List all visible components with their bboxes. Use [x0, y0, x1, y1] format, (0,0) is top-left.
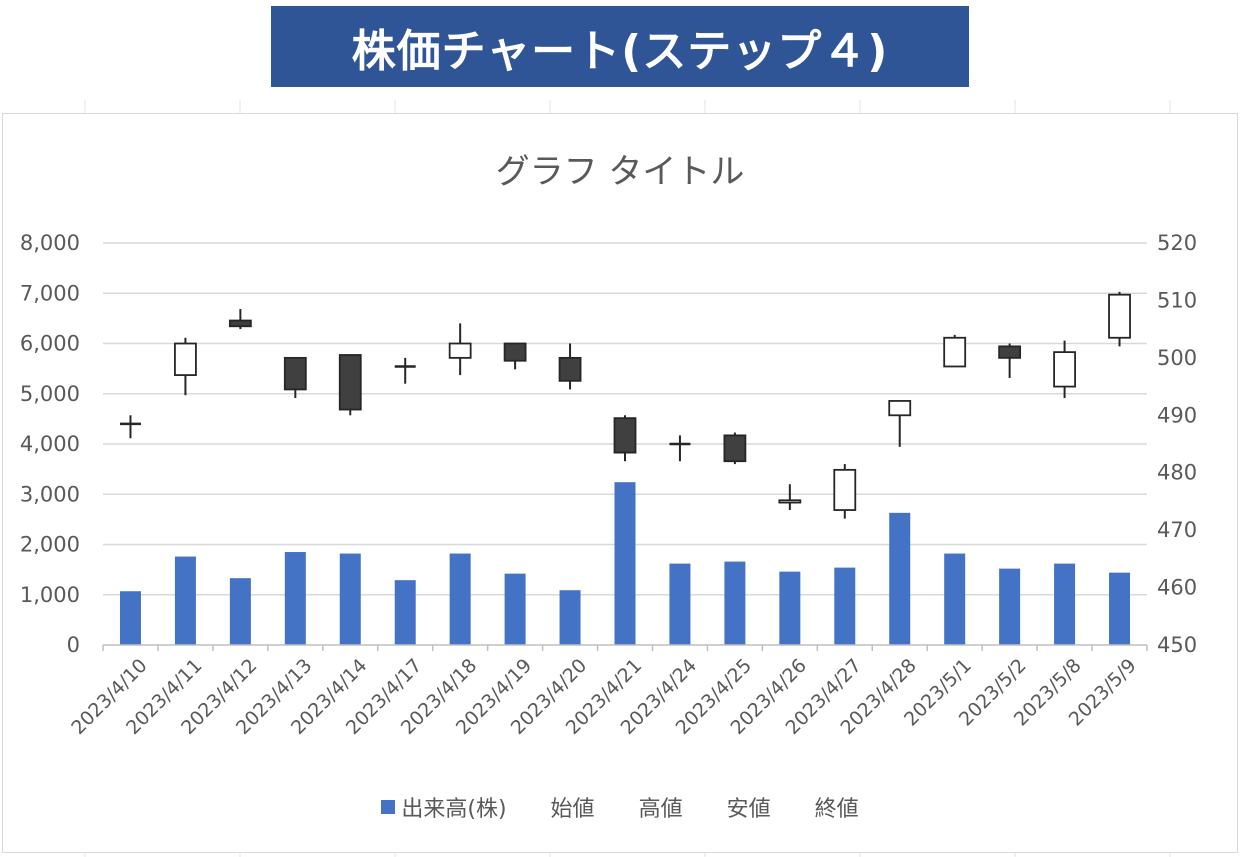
candle-body — [778, 499, 802, 504]
candle-body — [174, 342, 197, 376]
y-right-tick-label: 490 — [1157, 403, 1197, 427]
candlestick[interactable] — [448, 323, 472, 376]
y-left-tick-label: 1,000 — [20, 583, 80, 607]
legend-label-close: 終値 — [814, 797, 859, 822]
y-left-tick-label: 6,000 — [20, 332, 80, 356]
candlestick[interactable] — [503, 342, 527, 370]
candle-body — [558, 356, 582, 382]
y-right-tick-label: 460 — [1157, 576, 1197, 600]
candlestick[interactable] — [998, 343, 1022, 378]
legend-item-high[interactable]: 高値 — [639, 791, 683, 823]
volume-bar[interactable] — [119, 591, 141, 645]
candlestick[interactable] — [613, 415, 637, 462]
y-left-tick-label: 5,000 — [20, 382, 80, 406]
volume-bar[interactable] — [1054, 563, 1076, 645]
candle-body — [1108, 293, 1131, 339]
volume-bar[interactable] — [724, 561, 746, 645]
candlestick[interactable] — [338, 354, 362, 416]
volume-bar[interactable] — [229, 578, 251, 645]
y-left-tick-label: 7,000 — [20, 281, 80, 305]
legend-swatch-volume — [381, 800, 396, 814]
legend-label-volume: 出来高(株) — [401, 797, 507, 822]
candlestick[interactable] — [833, 464, 857, 519]
legend-label-high: 高値 — [638, 797, 683, 822]
y-right-tick-label: 470 — [1157, 518, 1197, 542]
legend-item-volume[interactable]: 出来高(株) — [381, 791, 507, 823]
candle-body — [448, 342, 472, 359]
candlestick[interactable] — [888, 400, 912, 447]
volume-bar[interactable] — [284, 552, 306, 645]
candlestick[interactable] — [283, 356, 307, 399]
page-title: 株価チャート(ステップ４) — [351, 25, 889, 77]
candle-body — [613, 417, 637, 454]
candle-body — [228, 319, 252, 328]
candlestick[interactable] — [669, 435, 691, 462]
y-left-tick-label: 0 — [67, 633, 80, 657]
y-right-tick-label: 510 — [1157, 288, 1197, 312]
y-left-tick-label: 2,000 — [20, 533, 80, 557]
candlestick[interactable] — [1108, 291, 1131, 347]
volume-bar[interactable] — [174, 556, 196, 645]
volume-bar[interactable] — [614, 482, 636, 645]
candlestick[interactable] — [778, 484, 802, 511]
candle-body — [998, 345, 1022, 359]
volume-bar[interactable] — [779, 571, 801, 645]
candle-body — [723, 434, 747, 463]
y-left-tick-label: 8,000 — [20, 231, 80, 255]
legend-item-low[interactable]: 安値 — [727, 791, 771, 823]
volume-bar[interactable] — [394, 580, 416, 645]
candlestick[interactable] — [943, 334, 967, 368]
y-left-tick-label: 4,000 — [20, 432, 80, 456]
candle-body — [283, 356, 307, 391]
page-title-banner: 株価チャート(ステップ４) — [271, 6, 969, 87]
candlestick[interactable] — [723, 432, 747, 465]
volume-bar[interactable] — [889, 512, 911, 645]
y-right-tick-label: 520 — [1157, 231, 1197, 255]
candle-body — [833, 468, 857, 511]
candle-body — [338, 354, 362, 411]
candlestick[interactable] — [558, 343, 582, 390]
legend-label-open: 始値 — [550, 797, 595, 822]
volume-bar[interactable] — [339, 553, 361, 645]
chart-legend[interactable]: 出来高(株) 始値 高値 安値 終値 — [0, 790, 1240, 824]
candlestick[interactable] — [174, 337, 197, 396]
legend-item-close[interactable]: 終値 — [815, 791, 859, 823]
candle-body — [888, 400, 912, 417]
candlestick[interactable] — [394, 357, 416, 384]
candlestick[interactable] — [1053, 340, 1076, 399]
candlestick[interactable] — [228, 309, 252, 330]
volume-bar[interactable] — [999, 568, 1021, 645]
volume-bar[interactable] — [449, 553, 471, 645]
candle-body — [1053, 351, 1076, 388]
y-left-tick-label: 3,000 — [20, 482, 80, 506]
volume-bar[interactable] — [1109, 572, 1131, 645]
legend-item-open[interactable]: 始値 — [551, 791, 595, 823]
y-right-tick-label: 480 — [1157, 461, 1197, 485]
candle-body — [503, 342, 527, 362]
volume-bar[interactable] — [559, 590, 581, 645]
legend-label-low: 安値 — [726, 797, 771, 822]
candlestick[interactable] — [119, 415, 141, 439]
y-right-tick-label: 450 — [1157, 633, 1197, 657]
y-right-tick-label: 500 — [1157, 346, 1197, 370]
candle-body — [943, 336, 967, 368]
volume-bar[interactable] — [944, 553, 966, 645]
volume-bar[interactable] — [834, 567, 856, 645]
volume-bar[interactable] — [504, 573, 526, 645]
chart-title[interactable]: グラフ タイトル — [496, 152, 745, 192]
volume-bar[interactable] — [669, 563, 691, 645]
